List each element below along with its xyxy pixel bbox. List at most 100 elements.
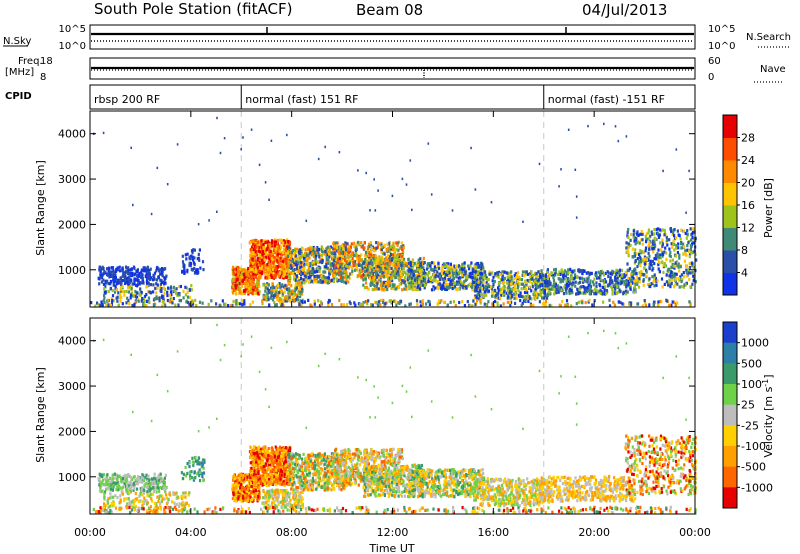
heatmap-cell — [144, 269, 147, 273]
heatmap-cell — [147, 296, 151, 300]
heatmap-cell — [419, 287, 422, 291]
heatmap-cell — [638, 271, 641, 275]
heatmap-cell — [102, 278, 105, 282]
heatmap-cell — [625, 241, 628, 245]
heatmap-cell — [629, 238, 632, 242]
heatmap-cell — [401, 288, 404, 292]
heatmap-cell — [295, 281, 298, 285]
heatmap-cell — [557, 290, 560, 294]
heatmap-cell — [114, 279, 117, 283]
heatmap-cell — [683, 259, 686, 263]
heatmap-cell — [579, 280, 582, 284]
heatmap-cell — [689, 248, 693, 252]
heatmap-cell — [614, 278, 617, 282]
heatmap-cell — [364, 269, 367, 274]
heatmap-cell — [306, 259, 309, 263]
heatmap-cell — [650, 230, 653, 234]
heatmap-cell — [488, 272, 491, 276]
heatmap-cell — [308, 252, 311, 256]
heatmap-cell — [389, 283, 392, 287]
heatmap-cell — [297, 256, 300, 260]
heatmap-cell — [299, 254, 302, 258]
heatmap-cell — [461, 268, 465, 272]
heatmap-cell — [286, 245, 289, 249]
heatmap-cell — [511, 280, 514, 284]
heatmap-cell — [392, 286, 395, 291]
heatmap-cell — [264, 276, 267, 280]
heatmap-cell — [309, 250, 312, 254]
heatmap-cell — [647, 244, 650, 248]
heatmap-cell — [155, 278, 159, 282]
heatmap-cell — [352, 244, 356, 248]
heatmap-cell — [389, 273, 392, 277]
heatmap-cell — [138, 271, 141, 275]
heatmap-cell — [301, 247, 304, 251]
heatmap-cell — [482, 281, 485, 285]
heatmap-cell — [264, 286, 267, 290]
heatmap-cell — [395, 266, 398, 270]
heatmap-cell — [285, 284, 288, 288]
heatmap-cell — [270, 288, 274, 292]
heatmap-cell — [265, 251, 268, 256]
heatmap-cell — [645, 232, 648, 236]
heatmap-cell — [533, 292, 536, 296]
heatmap-cell — [345, 260, 348, 265]
heatmap-cell — [375, 265, 378, 269]
heatmap-cell — [646, 237, 649, 241]
heatmap-cell — [281, 292, 284, 296]
heatmap-cell — [611, 281, 614, 285]
heatmap-cell — [260, 267, 263, 271]
heatmap-cell — [141, 277, 144, 281]
heatmap-cell — [333, 244, 336, 248]
heatmap-cell — [247, 270, 250, 274]
heatmap-cell — [443, 285, 446, 289]
heatmap-cell — [535, 287, 538, 291]
heatmap-cell — [509, 290, 512, 294]
heatmap-cell — [651, 232, 654, 236]
heatmap-cell — [392, 284, 395, 288]
heatmap-cell — [565, 289, 568, 293]
heatmap-cell — [292, 261, 296, 265]
heatmap-cell — [377, 241, 380, 245]
heatmap-cell — [529, 272, 532, 276]
heatmap-cell — [271, 282, 274, 286]
heatmap-cell — [519, 294, 522, 298]
heatmap-cell — [400, 241, 403, 245]
heatmap-cell — [356, 274, 360, 278]
heatmap-cell — [639, 274, 642, 278]
heatmap-cell — [343, 251, 347, 256]
heatmap-cell — [484, 273, 487, 277]
heatmap-cell — [602, 279, 605, 283]
heatmap-cell — [469, 282, 472, 286]
cpid-segment-label: rbsp 200 RF — [94, 93, 160, 106]
heatmap-cell — [515, 276, 518, 280]
heatmap-cell — [138, 281, 141, 285]
heatmap-cell — [299, 295, 302, 299]
heatmap-cell — [615, 280, 618, 284]
heatmap-cell — [613, 283, 616, 287]
heatmap-cell — [633, 288, 636, 292]
heatmap-cell — [103, 287, 106, 291]
heatmap-cell — [518, 282, 521, 286]
heatmap-cell — [186, 295, 190, 299]
heatmap-cell — [441, 266, 444, 270]
heatmap-cell — [371, 254, 374, 258]
heatmap-cell — [123, 293, 126, 297]
heatmap-cell — [454, 264, 458, 268]
heatmap-cell — [262, 242, 265, 246]
heatmap-cell — [476, 293, 479, 297]
heatmap-cell — [633, 236, 637, 240]
heatmap-cell — [653, 284, 656, 288]
heatmap-cell — [596, 289, 599, 293]
heatmap-cell — [661, 254, 664, 258]
heatmap-cell — [413, 278, 417, 282]
heatmap-cell — [289, 264, 292, 268]
heatmap-cell — [296, 260, 299, 264]
heatmap-cell — [144, 267, 147, 271]
heatmap-cell — [275, 272, 278, 276]
heatmap-cell — [553, 268, 556, 272]
heatmap-cell — [685, 281, 688, 285]
heatmap-cell — [383, 268, 386, 272]
heatmap-cell — [616, 279, 619, 283]
heatmap-cell — [656, 253, 659, 257]
